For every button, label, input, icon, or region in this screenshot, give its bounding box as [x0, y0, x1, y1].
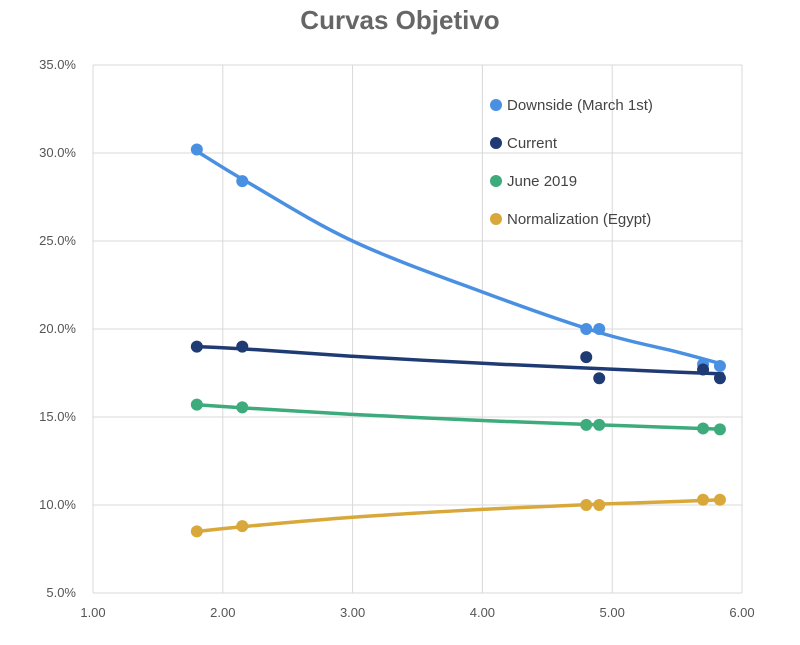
legend-label-june-2019: June 2019 — [507, 173, 577, 190]
data-point-june-2019 — [593, 418, 606, 431]
data-point-downside-march-1st — [190, 143, 203, 156]
data-point-june-2019 — [580, 418, 593, 431]
legend-label-downside-march-1st: Downside (March 1st) — [507, 97, 653, 114]
legend-marker-downside-march-1st — [490, 99, 502, 111]
data-point-current — [713, 372, 726, 385]
trendline-downside-march-1st — [195, 149, 725, 366]
legend-marker-normalization-egypt — [490, 213, 502, 225]
data-point-normalization-egypt — [236, 520, 249, 533]
data-point-normalization-egypt — [713, 493, 726, 506]
x-tick-label: 3.00 — [340, 605, 365, 620]
legend: Downside (March 1st) Current June 2019 Norm… — [490, 97, 653, 228]
data-point-june-2019 — [190, 398, 203, 411]
y-tick-label: 25.0% — [39, 233, 76, 248]
data-point-downside-march-1st — [580, 323, 593, 335]
data-point-normalization-egypt — [593, 499, 606, 511]
y-tick-label: 20.0% — [39, 321, 76, 336]
trendline-normalization-egypt — [195, 497, 725, 534]
y-tick-label: 5.0% — [46, 585, 76, 600]
data-point-current — [593, 372, 606, 385]
data-point-june-2019 — [697, 422, 710, 435]
data-point-june-2019 — [713, 423, 726, 436]
x-tick-label: 2.00 — [210, 605, 235, 620]
y-tick-label: 30.0% — [39, 145, 76, 160]
data-point-downside-march-1st — [713, 359, 726, 372]
data-point-downside-march-1st — [593, 323, 606, 335]
trendline-june-2019 — [195, 402, 725, 432]
x-tick-label: 4.00 — [470, 605, 495, 620]
legend-marker-june-2019 — [490, 175, 502, 187]
data-point-current — [697, 363, 710, 376]
legend-marker-current — [490, 137, 502, 149]
trendline-layer — [195, 149, 725, 534]
y-tick-label: 35.0% — [39, 57, 76, 72]
data-point-normalization-egypt — [580, 499, 593, 511]
data-point-june-2019 — [236, 401, 249, 414]
legend-label-normalization-egypt: Normalization (Egypt) — [507, 211, 651, 228]
x-tick-label: 6.00 — [729, 605, 754, 620]
tick-labels: 5.0% 10.0% 15.0% 20.0% 25.0% 30.0% 35.0% 1.00 2.… — [39, 57, 755, 620]
data-point-layer — [190, 143, 726, 538]
legend-label-current: Current — [507, 135, 558, 152]
data-point-normalization-egypt — [190, 525, 203, 538]
chart-title: Curvas Objetivo — [300, 5, 499, 35]
y-tick-label: 15.0% — [39, 409, 76, 424]
data-point-normalization-egypt — [697, 493, 710, 506]
y-tick-label: 10.0% — [39, 497, 76, 512]
data-point-downside-march-1st — [236, 175, 249, 188]
trendline-current — [195, 344, 725, 376]
x-tick-label: 1.00 — [80, 605, 105, 620]
data-point-current — [580, 351, 593, 364]
data-point-current — [190, 340, 203, 353]
data-point-current — [236, 340, 249, 353]
x-tick-label: 5.00 — [600, 605, 625, 620]
